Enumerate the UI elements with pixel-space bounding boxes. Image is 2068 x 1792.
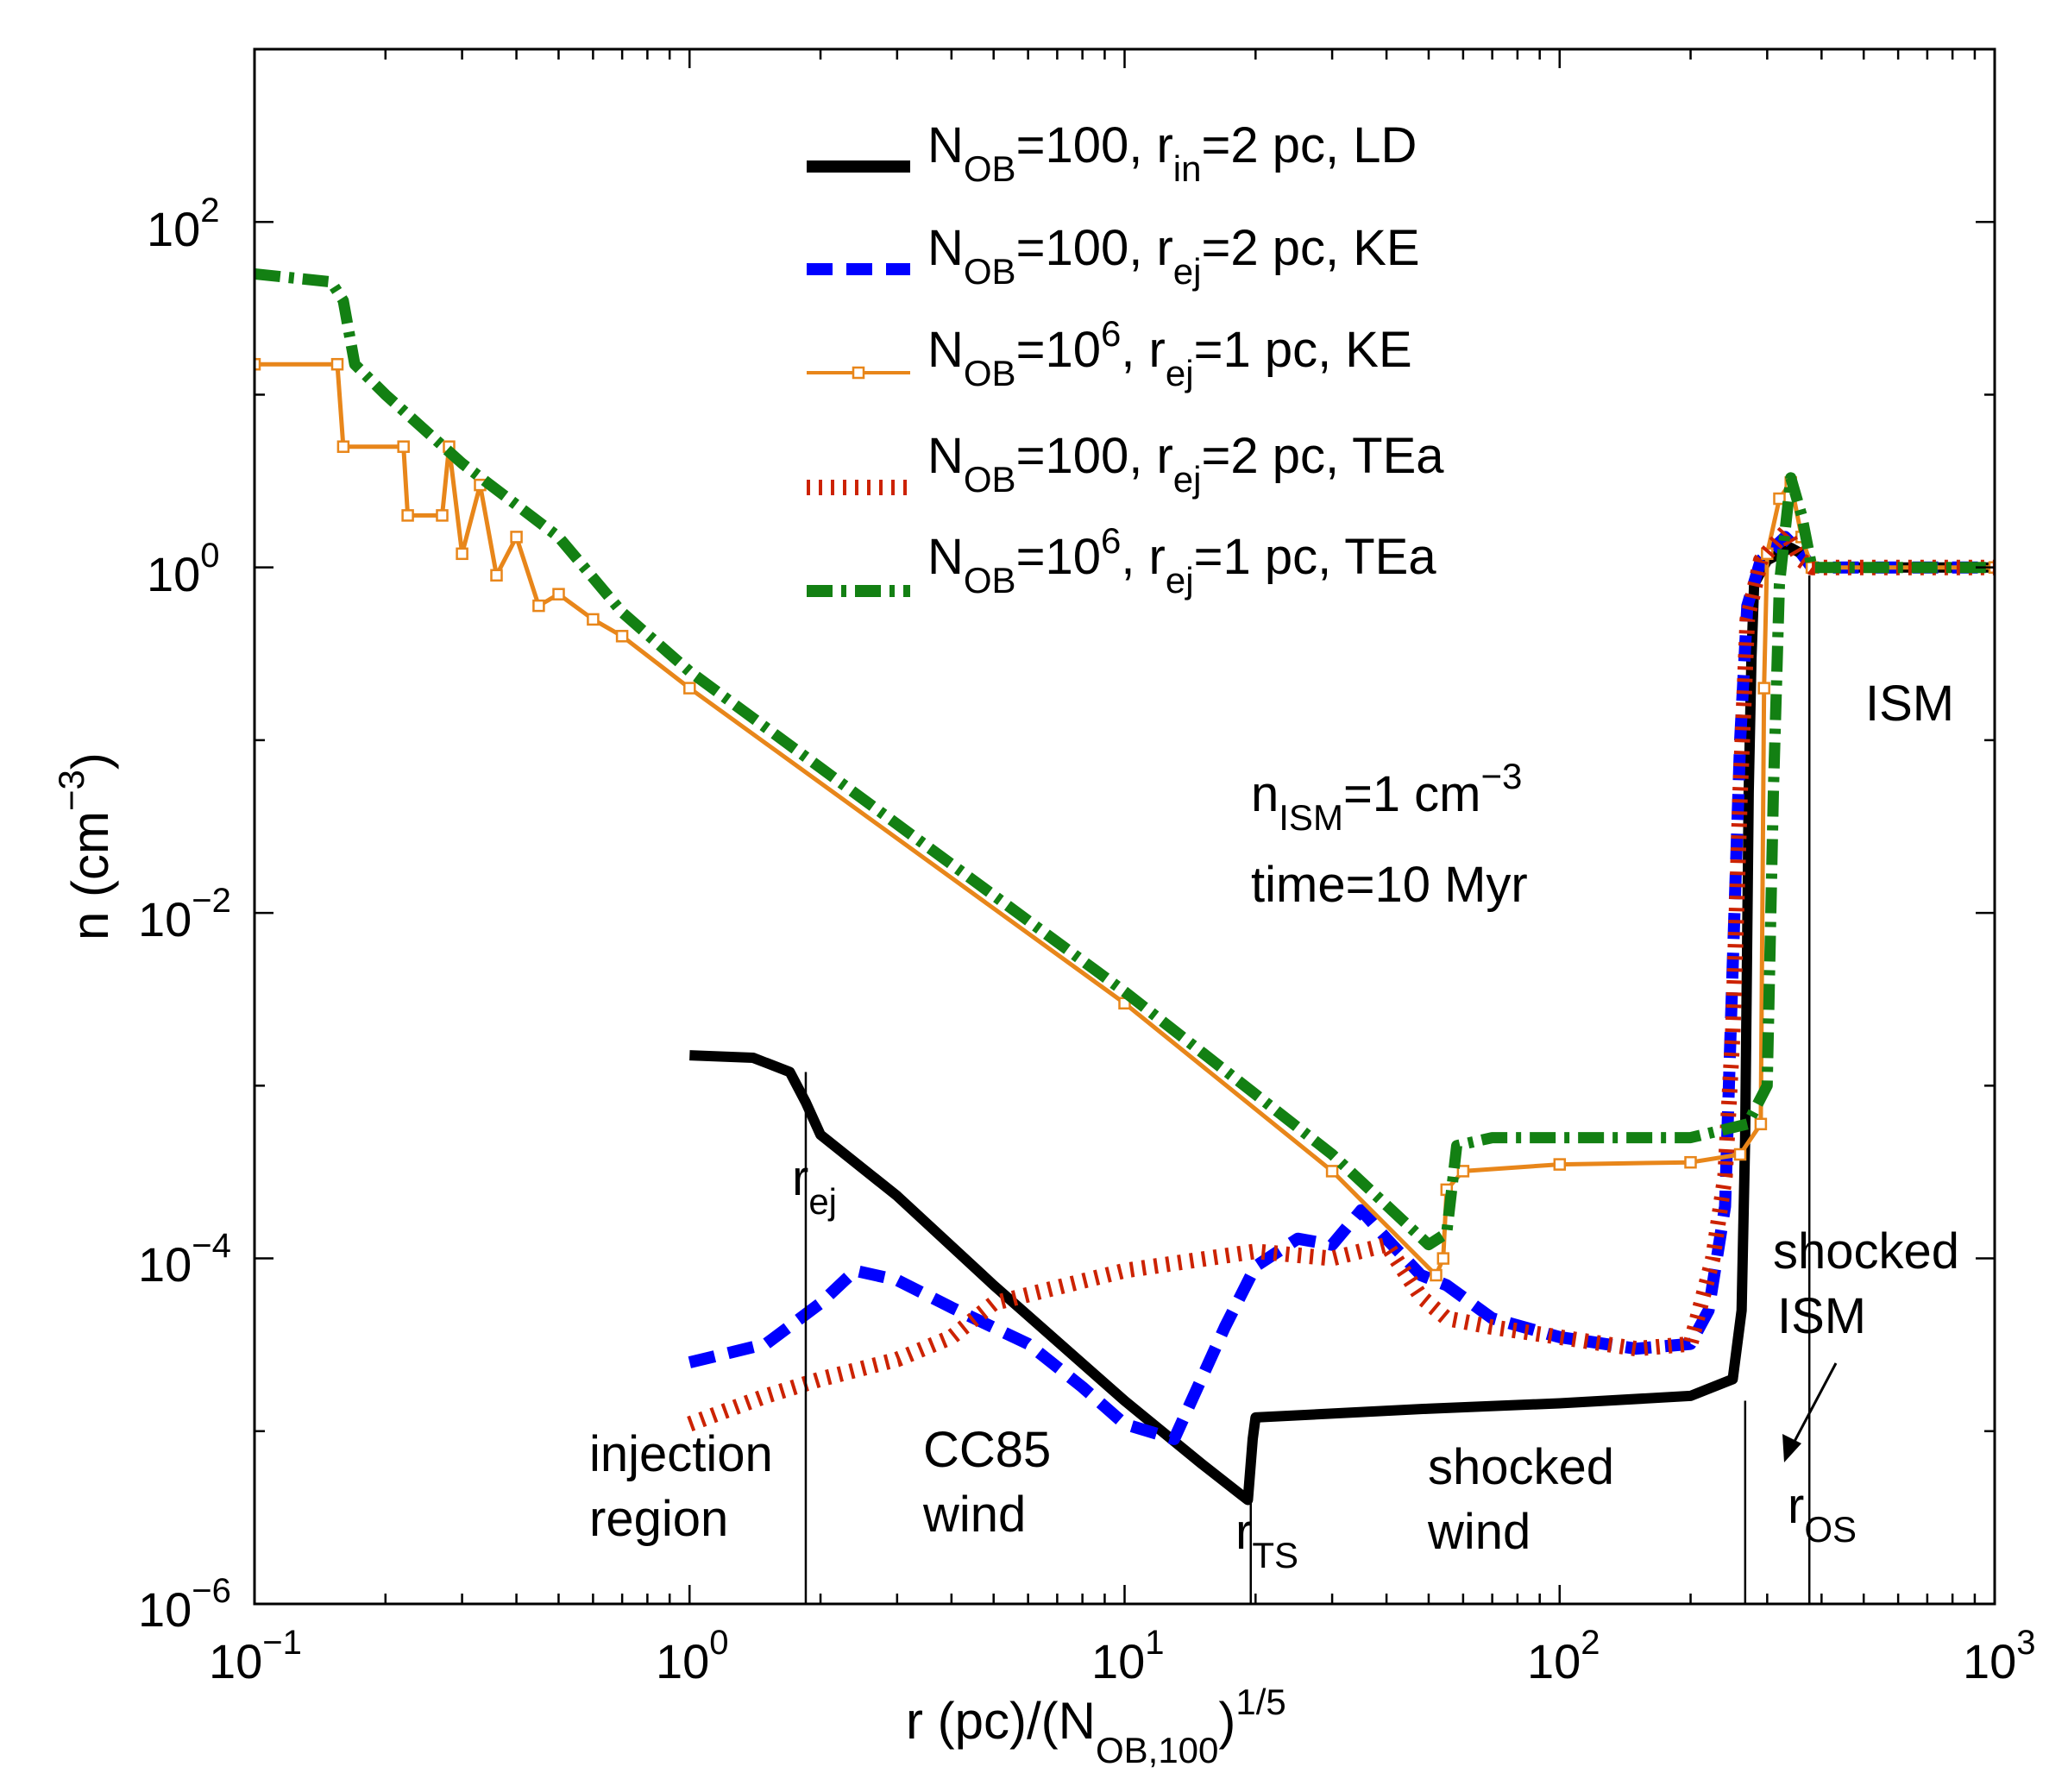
- series-line-s_tea100: [687, 524, 1995, 1431]
- series-marker-s_ke1e6-11: [532, 599, 545, 613]
- arrow-head: [1782, 1434, 1801, 1462]
- series-marker-s_ke1e6-26: [1757, 682, 1770, 695]
- region-marker-lines: [804, 575, 1811, 1604]
- y-tick-labels: 10−6 10−4 10−2 100 102: [138, 192, 231, 1637]
- annotation-cc85-wind-1: CC85: [923, 1422, 1051, 1478]
- annotation-time: time=10 Myr: [1251, 857, 1528, 913]
- series-marker-s_ke1e6-3: [397, 440, 410, 453]
- series-marker-s_ke1e6-12: [552, 588, 565, 600]
- annotation-cc85-wind-2: wind: [922, 1487, 1026, 1543]
- y-tick-label-1: 10−4: [138, 1227, 231, 1292]
- series-marker-s_ke1e6-13: [587, 613, 600, 626]
- legend-label-tea100: NOB=100, rej=2 pc, TEa: [927, 428, 1444, 500]
- annotation-injection-1: injection: [589, 1426, 773, 1482]
- series-marker-s_ke1e6-5: [436, 509, 449, 522]
- x-tick-label-2: 101: [1091, 1624, 1165, 1688]
- legend-label-tea1e6: NOB=106, rej=1 pc, TEa: [927, 520, 1436, 600]
- series-marker-s_ke1e6-2: [336, 440, 350, 453]
- annotation-ism: ISM: [1865, 676, 1954, 732]
- legend-label-ld: NOB=100, rin=2 pc, LD: [927, 117, 1417, 189]
- annotation-n-ism: nISM=1 cm−3: [1251, 756, 1522, 838]
- x-axis-label: r (pc)/(NOB,100)1/5: [906, 1682, 1286, 1770]
- series-marker-s_ke1e6-23: [1684, 1155, 1697, 1169]
- annotation-r-os: rOS: [1788, 1478, 1857, 1550]
- y-tick-label-0: 10−6: [138, 1572, 231, 1637]
- shocked-ism-arrow: [1788, 1362, 1838, 1450]
- x-tick-label-0: 10−1: [209, 1624, 302, 1688]
- y-axis-label: n (cm−3): [51, 752, 119, 940]
- legend-label-ke100: NOB=100, rej=2 pc, KE: [927, 220, 1420, 292]
- series-marker-s_ke1e6-17: [1325, 1165, 1339, 1178]
- legend-label-ke1e6: NOB=106, rej=1 pc, KE: [927, 313, 1412, 393]
- annotation-r-ts: rTS: [1235, 1504, 1298, 1575]
- annotation-r-ej: rej: [792, 1150, 837, 1222]
- series-marker-s_ke1e6-7: [456, 547, 468, 561]
- series-marker-s_ke1e6-24: [1733, 1148, 1747, 1161]
- axis-ticks: [253, 47, 1996, 1606]
- annotation-shocked-ism-2: ISM: [1777, 1288, 1866, 1344]
- series-marker-s_ke1e6-4: [401, 509, 414, 522]
- series-marker-s_ke1e6-10: [510, 531, 523, 544]
- series-marker-s_ke1e6-25: [1754, 1117, 1768, 1131]
- x-tick-label-1: 100: [656, 1624, 729, 1688]
- y-tick-label-2: 10−2: [138, 882, 231, 946]
- series-layer: [255, 268, 1995, 1506]
- annotation-injection-2: region: [589, 1491, 728, 1547]
- annotation-shocked-ism-1: shocked: [1773, 1223, 1959, 1280]
- series-marker-s_ke1e6-28: [1773, 492, 1786, 506]
- series-marker-s_ke1e6-14: [615, 630, 629, 643]
- legend: NOB=100, rin=2 pc, LD NOB=100, rej=2 pc,…: [807, 117, 1444, 600]
- legend-marker-ke1e6: [852, 366, 865, 380]
- x-tick-label-3: 102: [1527, 1624, 1600, 1688]
- y-tick-label-3: 100: [147, 537, 220, 601]
- series-marker-s_ke1e6-19: [1436, 1252, 1450, 1265]
- annotation-shocked-wind-1: shocked: [1428, 1439, 1614, 1495]
- x-tick-labels: 10−1 100 101 102 103: [209, 1624, 2036, 1688]
- series-marker-s_ke1e6-9: [490, 569, 503, 582]
- x-tick-label-4: 103: [1963, 1624, 2036, 1688]
- series-marker-s_ke1e6-15: [683, 682, 696, 695]
- y-tick-label-4: 102: [147, 192, 220, 256]
- series-marker-s_ke1e6-0: [255, 357, 261, 371]
- series-marker-s_ke1e6-22: [1553, 1158, 1567, 1171]
- series-line-s_tea1e6: [255, 268, 1995, 1251]
- series-marker-s_ke1e6-21: [1456, 1165, 1470, 1178]
- annotation-shocked-wind-2: wind: [1427, 1504, 1531, 1560]
- series-marker-s_ke1e6-1: [330, 357, 344, 371]
- series-marker-s_ke1e6-18: [1430, 1268, 1443, 1282]
